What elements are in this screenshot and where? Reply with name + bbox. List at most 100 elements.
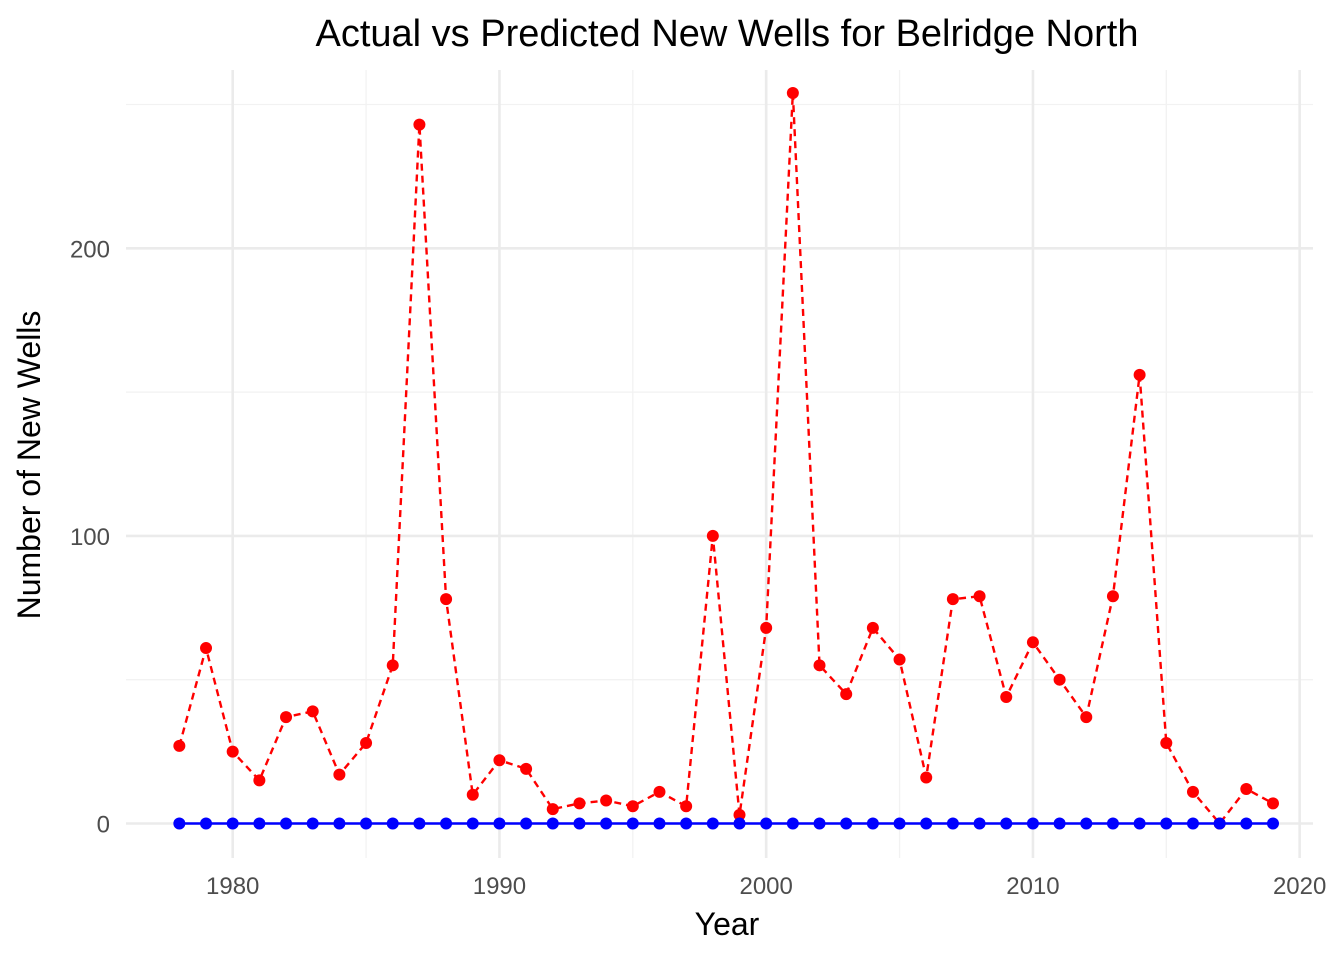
data-point <box>226 745 239 758</box>
data-point <box>786 817 799 830</box>
y-axis-title: Number of New Wells <box>11 311 47 620</box>
data-point <box>600 794 613 807</box>
data-point <box>1106 817 1119 830</box>
series-layer <box>173 87 1279 830</box>
grid <box>126 70 1313 858</box>
data-point <box>1026 636 1039 649</box>
data-point <box>813 817 826 830</box>
data-point <box>600 817 613 830</box>
data-point <box>653 817 666 830</box>
data-point <box>493 754 506 767</box>
chart-title: Actual vs Predicted New Wells for Belrid… <box>316 13 1139 55</box>
series-1 <box>173 817 1279 830</box>
data-point <box>840 688 853 701</box>
data-point <box>360 736 373 749</box>
data-point <box>226 817 239 830</box>
data-point <box>920 817 933 830</box>
data-point <box>1186 785 1199 798</box>
tick-labels: 1980 1990 2000 2010 2020 0 100 200 <box>70 236 1326 900</box>
data-point <box>520 762 533 775</box>
data-point <box>440 593 453 606</box>
data-point <box>626 800 639 813</box>
data-point <box>680 817 693 830</box>
data-point <box>866 817 879 830</box>
data-point <box>1000 690 1013 703</box>
data-point <box>573 797 586 810</box>
x-axis-title: Year <box>695 906 760 942</box>
data-point <box>760 817 773 830</box>
data-point <box>653 785 666 798</box>
data-point <box>1026 817 1039 830</box>
data-point <box>333 817 346 830</box>
data-point <box>920 771 933 784</box>
data-point <box>1266 797 1279 810</box>
data-point <box>680 800 693 813</box>
data-point <box>280 817 293 830</box>
data-point <box>333 768 346 781</box>
data-point <box>1240 782 1253 795</box>
data-point <box>1080 711 1093 724</box>
x-tick-label: 2010 <box>1006 873 1059 900</box>
data-point <box>253 774 266 787</box>
data-point <box>1160 817 1173 830</box>
data-point <box>200 642 213 655</box>
data-point <box>1160 736 1173 749</box>
data-point <box>893 653 906 666</box>
data-point <box>786 87 799 100</box>
x-tick-label: 1990 <box>473 873 526 900</box>
data-point <box>706 529 719 542</box>
data-point <box>386 817 399 830</box>
y-tick-label: 0 <box>97 811 110 838</box>
data-point <box>1133 817 1146 830</box>
data-point <box>840 817 853 830</box>
data-point <box>440 817 453 830</box>
data-point <box>1240 817 1253 830</box>
data-point <box>1133 368 1146 381</box>
data-point <box>520 817 533 830</box>
data-point <box>706 817 719 830</box>
data-point <box>1053 673 1066 686</box>
y-tick-label: 100 <box>70 524 110 551</box>
data-point <box>466 817 479 830</box>
data-point <box>1053 817 1066 830</box>
data-point <box>893 817 906 830</box>
data-point <box>200 817 213 830</box>
data-point <box>1186 817 1199 830</box>
data-point <box>173 817 186 830</box>
data-point <box>466 788 479 801</box>
data-point <box>546 803 559 816</box>
data-point <box>360 817 373 830</box>
x-tick-label: 2020 <box>1273 873 1326 900</box>
data-point <box>946 817 959 830</box>
data-point <box>1080 817 1093 830</box>
data-point <box>546 817 559 830</box>
x-tick-label: 2000 <box>739 873 792 900</box>
data-point <box>733 808 746 821</box>
data-point <box>866 621 879 634</box>
data-point <box>973 817 986 830</box>
series-line <box>178 92 1274 826</box>
data-point <box>733 817 746 830</box>
data-point <box>173 739 186 752</box>
data-point <box>280 711 293 724</box>
data-point <box>253 817 266 830</box>
data-point <box>813 659 826 672</box>
data-point <box>760 621 773 634</box>
data-point <box>946 593 959 606</box>
y-tick-label: 200 <box>70 236 110 263</box>
data-point <box>386 659 399 672</box>
data-point <box>1213 817 1226 830</box>
data-point <box>626 817 639 830</box>
data-point <box>973 590 986 603</box>
data-point <box>1266 817 1279 830</box>
data-point <box>413 118 426 131</box>
data-point <box>1106 590 1119 603</box>
data-point <box>306 817 319 830</box>
x-tick-label: 1980 <box>206 873 259 900</box>
data-point <box>413 817 426 830</box>
series-0 <box>173 87 1279 830</box>
data-point <box>493 817 506 830</box>
data-point <box>306 705 319 718</box>
